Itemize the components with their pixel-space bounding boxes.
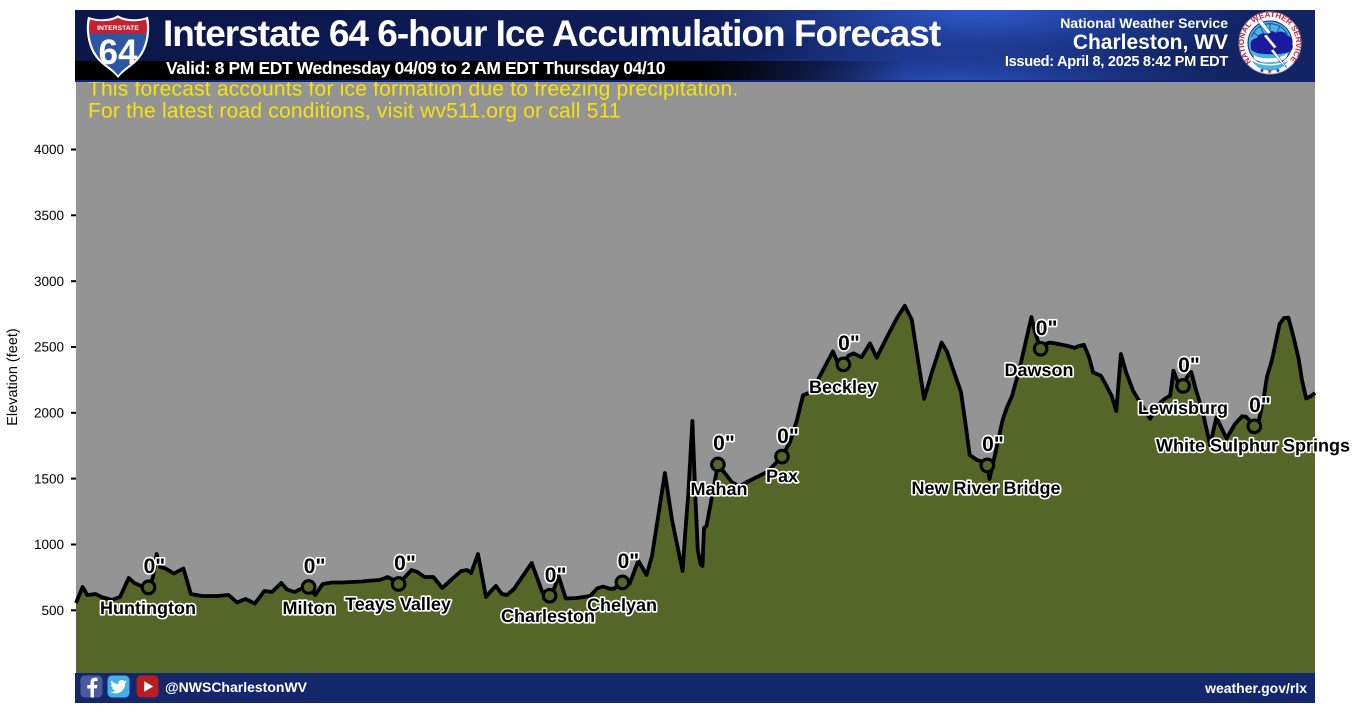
svg-text:Chelyan: Chelyan [587, 595, 657, 615]
svg-text:0": 0" [1178, 354, 1200, 377]
svg-text:★: ★ [1275, 67, 1281, 75]
svg-text:0": 0" [1249, 394, 1271, 417]
svg-text:3000: 3000 [34, 274, 64, 289]
svg-text:Dawson: Dawson [1004, 360, 1073, 380]
svg-text:For the latest road conditions: For the latest road conditions, visit wv… [88, 100, 621, 123]
svg-text:3500: 3500 [34, 208, 64, 223]
svg-text:★: ★ [1259, 67, 1265, 75]
svg-text:64: 64 [98, 33, 138, 72]
svg-text:Charleston: Charleston [501, 606, 595, 626]
svg-text:4000: 4000 [34, 142, 64, 157]
svg-text:0": 0" [144, 555, 166, 578]
svg-text:2000: 2000 [34, 406, 64, 421]
svg-text:White Sulphur Springs: White Sulphur Springs [1156, 436, 1350, 456]
svg-text:0": 0" [394, 552, 416, 575]
svg-text:Pax: Pax [766, 466, 798, 486]
svg-text:0": 0" [1036, 317, 1058, 340]
svg-text:New River Bridge: New River Bridge [911, 478, 1060, 498]
svg-text:0": 0" [545, 564, 567, 587]
svg-text:0": 0" [838, 332, 860, 355]
svg-text:2500: 2500 [34, 340, 64, 355]
svg-text:This forecast accounts for ice: This forecast accounts for ice formation… [88, 82, 738, 101]
svg-text:1000: 1000 [34, 537, 64, 552]
svg-text:Beckley: Beckley [809, 377, 877, 397]
svg-text:Mahan: Mahan [690, 479, 747, 499]
svg-text:0": 0" [777, 425, 799, 448]
svg-text:Teays Valley: Teays Valley [345, 594, 451, 614]
svg-text:INTERSTATE: INTERSTATE [97, 25, 139, 32]
svg-text:0": 0" [618, 550, 640, 573]
svg-text:0": 0" [713, 432, 735, 455]
svg-text:Lewisburg: Lewisburg [1138, 398, 1228, 418]
svg-text:500: 500 [41, 603, 64, 618]
svg-text:Huntington: Huntington [100, 598, 196, 618]
svg-text:Milton: Milton [283, 598, 336, 618]
svg-text:1500: 1500 [34, 471, 64, 486]
svg-text:★: ★ [1267, 68, 1273, 76]
svg-text:0": 0" [982, 433, 1004, 456]
svg-text:Elevation (feet): Elevation (feet) [5, 328, 21, 426]
svg-text:0": 0" [304, 555, 326, 578]
